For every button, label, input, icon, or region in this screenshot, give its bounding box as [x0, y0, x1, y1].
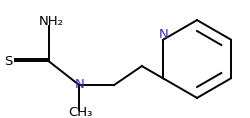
- Text: N: N: [75, 78, 85, 91]
- Text: NH₂: NH₂: [38, 15, 63, 28]
- Text: CH₃: CH₃: [68, 106, 92, 118]
- Text: N: N: [158, 28, 168, 41]
- Text: S: S: [4, 55, 13, 68]
